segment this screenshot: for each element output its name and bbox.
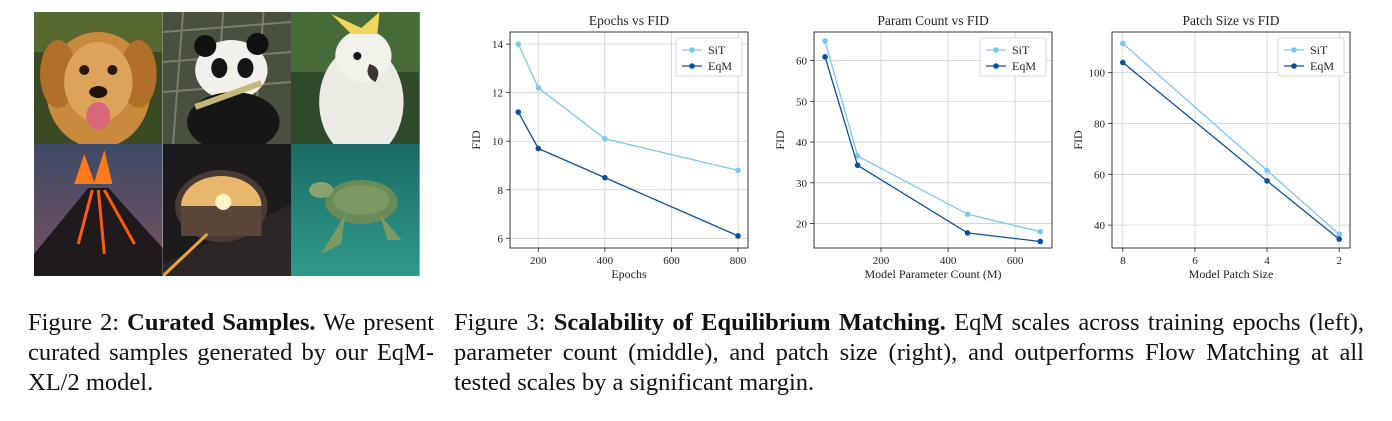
- y-tick-label: 10: [492, 136, 504, 148]
- data-point-eqm: [515, 109, 522, 115]
- data-point-sit: [964, 211, 971, 217]
- data-point-sit: [1037, 228, 1044, 235]
- data-point-sit: [822, 38, 828, 44]
- data-point-eqm: [964, 230, 971, 236]
- chart-title: Param Count vs FID: [877, 13, 989, 28]
- legend-marker: [1291, 47, 1297, 53]
- data-point-eqm: [854, 162, 861, 169]
- plot-frame: [813, 31, 1053, 249]
- x-axis-label: Model Parameter Count (M): [865, 267, 1002, 281]
- chart-svg: Param Count vs FID 200 400 600 20 30 40 50 60 Mod…: [773, 13, 1053, 281]
- x-tick-label: 600: [1007, 255, 1024, 267]
- y-tick-label: 14: [492, 39, 504, 51]
- x-axis-label: Epochs: [611, 267, 647, 281]
- chart-svg: Epochs vs FID 200 400 600 800 6 8 10 12 14 Epochs F…: [469, 13, 749, 281]
- x-tick-label: 6: [1192, 255, 1198, 267]
- y-tick-label: 8: [498, 185, 504, 197]
- data-point-eqm: [1336, 236, 1342, 242]
- sample-image-golden-retriever: [34, 12, 163, 144]
- chart-patch-size-vs-fid: Patch Size vs FID 8 6 4 2 40 60 80 100 Model Patc…: [1060, 8, 1360, 281]
- figure-3-text: EqM scales across training epochs (left)…: [454, 309, 1364, 396]
- data-point-eqm: [735, 233, 741, 239]
- y-tick-label: 20: [796, 219, 808, 231]
- legend-label: EqM: [1012, 59, 1036, 73]
- data-point-sit: [602, 135, 608, 142]
- figure-2-text: We present curated samples generated by …: [28, 309, 434, 396]
- data-point-eqm: [1120, 59, 1126, 66]
- figure-2-caption: Figure 2: Curated Samples. We present cu…: [28, 308, 434, 398]
- series-line-sit: [517, 43, 739, 171]
- series-line-eqm: [517, 111, 739, 237]
- x-tick-label: 400: [940, 255, 957, 267]
- y-axis-label: FID: [773, 130, 787, 150]
- x-tick-label: 200: [873, 255, 890, 267]
- data-point-eqm: [822, 54, 828, 60]
- series-line-sit: [824, 40, 1041, 233]
- legend-label: SiT: [1310, 43, 1328, 57]
- y-tick-label: 30: [796, 178, 808, 190]
- chart-param-count-vs-fid: Param Count vs FID 200 400 600 20 30 40 50 60 Mod…: [762, 8, 1062, 281]
- legend-label: EqM: [1310, 59, 1334, 73]
- data-point-sit: [535, 85, 542, 91]
- sample-image-car-side-mirror-sunset: [162, 144, 292, 276]
- chart-epochs-vs-fid: Epochs vs FID 200 400 600 800 6 8 10 12 14 Epochs F…: [458, 8, 758, 281]
- series-line-eqm: [824, 56, 1041, 243]
- data-point-eqm: [1264, 178, 1270, 184]
- figure-3-caption: Figure 3: Scalability of Equilibrium Mat…: [454, 308, 1364, 398]
- data-point-sit: [735, 167, 741, 174]
- data-point-eqm: [1037, 238, 1044, 245]
- data-point-sit: [515, 41, 522, 47]
- data-point-sit: [1336, 231, 1342, 238]
- y-tick-label: 50: [796, 96, 808, 108]
- y-tick-label: 80: [1094, 118, 1106, 130]
- data-point-sit: [1264, 167, 1270, 174]
- y-axis-label: FID: [1071, 130, 1085, 150]
- y-tick-label: 40: [1094, 220, 1106, 232]
- sample-image-sea-turtle: [291, 144, 420, 276]
- legend-marker: [993, 47, 999, 53]
- figure-2-title: Curated Samples.: [127, 309, 316, 336]
- figure-2-label: Figure 2:: [28, 309, 120, 336]
- sample-image-panda: [162, 12, 292, 144]
- data-point-eqm: [535, 145, 542, 152]
- data-point-sit: [854, 153, 861, 159]
- data-point-sit: [1120, 40, 1126, 47]
- y-axis-label: FID: [469, 130, 483, 150]
- data-point-eqm: [602, 174, 608, 181]
- x-tick-label: 2: [1336, 255, 1342, 267]
- chart-title: Patch Size vs FID: [1182, 13, 1279, 28]
- sample-image-volcano: [34, 144, 163, 276]
- legend-marker: [689, 47, 695, 53]
- x-tick-label: 400: [597, 255, 614, 267]
- y-tick-label: 60: [1094, 169, 1106, 181]
- x-tick-label: 200: [530, 255, 547, 267]
- y-tick-label: 12: [492, 88, 503, 100]
- plot-frame: [509, 31, 749, 249]
- y-tick-label: 100: [1089, 68, 1106, 80]
- plot-frame: [1111, 31, 1351, 249]
- y-tick-label: 60: [796, 56, 808, 68]
- legend-label: SiT: [708, 43, 726, 57]
- x-tick-label: 800: [730, 255, 747, 267]
- figure-3-label: Figure 3:: [454, 309, 546, 336]
- x-tick-label: 600: [663, 255, 680, 267]
- y-tick-label: 6: [498, 233, 504, 245]
- figure-3-title: Scalability of Equilibrium Matching.: [553, 309, 946, 336]
- series-line-eqm: [1122, 61, 1340, 240]
- legend-marker: [1291, 63, 1297, 69]
- legend-marker: [993, 63, 999, 69]
- legend-label: SiT: [1012, 43, 1030, 57]
- curated-samples-grid: [34, 12, 420, 276]
- x-axis-label: Model Patch Size: [1189, 267, 1274, 281]
- chart-title: Epochs vs FID: [589, 13, 669, 28]
- legend-marker: [689, 63, 695, 69]
- x-tick-label: 4: [1264, 255, 1270, 267]
- x-tick-label: 8: [1120, 255, 1126, 267]
- y-tick-label: 40: [796, 137, 808, 149]
- sample-image-cockatoo: [291, 12, 420, 144]
- legend-label: EqM: [708, 59, 732, 73]
- chart-svg: Patch Size vs FID 8 6 4 2 40 60 80 100 Model Patc…: [1071, 13, 1351, 281]
